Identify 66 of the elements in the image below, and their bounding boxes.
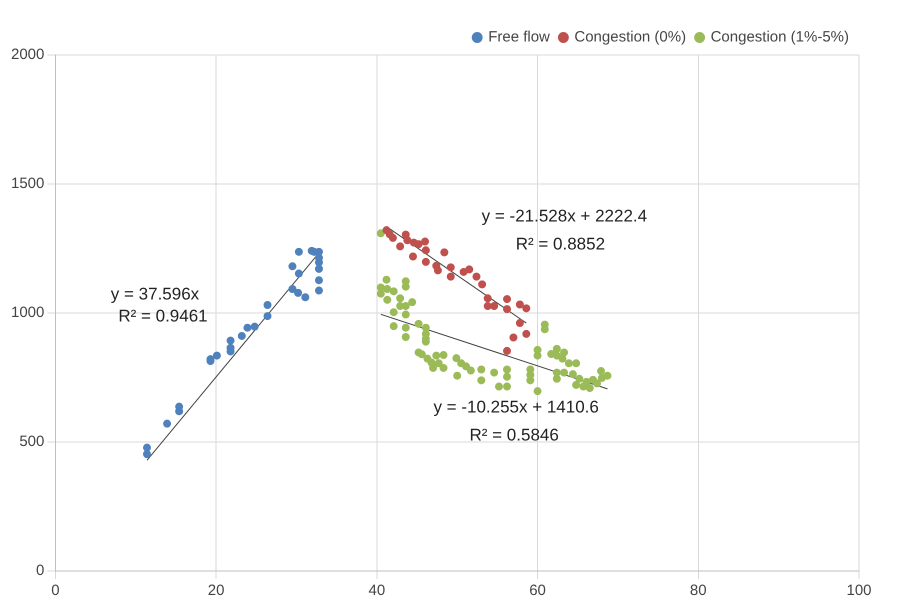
point bbox=[440, 248, 448, 256]
annotation: R² = 0.8852 bbox=[516, 234, 606, 254]
y-tick-label: 0 bbox=[36, 562, 44, 580]
point bbox=[478, 280, 486, 288]
point bbox=[142, 450, 151, 458]
point bbox=[522, 304, 530, 312]
point bbox=[403, 236, 412, 244]
point bbox=[301, 293, 310, 302]
point bbox=[516, 319, 524, 328]
point bbox=[314, 276, 323, 284]
legend-label: Congestion (1%-5%) bbox=[710, 28, 850, 46]
point bbox=[503, 346, 512, 355]
y-tick-label: 1000 bbox=[10, 304, 44, 322]
point bbox=[142, 444, 151, 452]
point bbox=[446, 272, 455, 281]
point bbox=[522, 330, 530, 338]
point bbox=[446, 263, 455, 272]
x-tick-label: 100 bbox=[846, 582, 872, 600]
annotation: y = -21.528x + 2222.4 bbox=[482, 206, 648, 226]
point bbox=[264, 312, 272, 320]
point bbox=[294, 248, 303, 256]
point bbox=[243, 324, 252, 332]
point bbox=[314, 264, 323, 273]
point bbox=[414, 240, 423, 248]
point bbox=[490, 302, 498, 310]
legend-label: Congestion (0%) bbox=[574, 28, 686, 46]
x-tick-label: 40 bbox=[368, 582, 386, 600]
point bbox=[516, 300, 524, 308]
annotation: y = 37.596x bbox=[110, 284, 200, 304]
point bbox=[460, 268, 468, 276]
annotation: y = -10.255x + 1410.6 bbox=[433, 397, 599, 416]
point bbox=[314, 286, 323, 295]
annotation: R² = 0.5846 bbox=[469, 425, 559, 444]
point bbox=[294, 288, 302, 297]
point bbox=[434, 266, 442, 274]
point bbox=[386, 230, 394, 238]
point bbox=[226, 336, 235, 345]
point bbox=[288, 285, 296, 294]
y-tick-label: 2000 bbox=[10, 46, 44, 64]
x-tick-label: 0 bbox=[51, 582, 60, 600]
point bbox=[264, 301, 272, 309]
point bbox=[465, 265, 474, 274]
point bbox=[396, 242, 404, 250]
point bbox=[503, 295, 512, 304]
point bbox=[212, 352, 221, 360]
point bbox=[484, 302, 492, 310]
point bbox=[238, 332, 246, 340]
point bbox=[503, 305, 512, 314]
x-tick-label: 60 bbox=[529, 582, 546, 600]
x-tick-label: 20 bbox=[208, 582, 224, 600]
legend-label: Free flow bbox=[488, 28, 550, 46]
annotation: R² = 0.9461 bbox=[118, 306, 208, 326]
point bbox=[163, 420, 172, 428]
point bbox=[421, 238, 430, 246]
point bbox=[408, 252, 417, 260]
y-tick-label: 500 bbox=[19, 433, 44, 450]
point bbox=[294, 270, 303, 278]
point bbox=[472, 272, 480, 281]
point bbox=[288, 262, 296, 270]
point bbox=[422, 246, 430, 254]
y-tick-label: 1500 bbox=[10, 175, 44, 192]
point bbox=[484, 294, 492, 302]
point bbox=[509, 334, 518, 342]
point bbox=[422, 258, 430, 266]
x-tick-label: 80 bbox=[690, 582, 707, 600]
point bbox=[250, 322, 259, 331]
